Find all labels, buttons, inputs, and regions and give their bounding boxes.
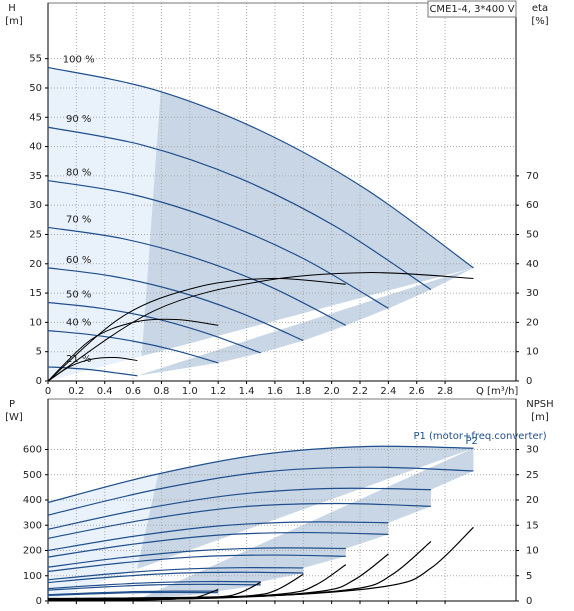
x-tick-label: 1.0 [182,386,198,397]
primary-curve [47,547,346,568]
y-tick-label: 35 [29,171,42,182]
x-tick-label: 2.4 [380,386,396,397]
curve-label: 50 % [66,289,91,300]
primary-curve [47,366,138,377]
curve-label: P2 [465,436,477,447]
y-tick-label: 25 [29,229,42,240]
x-tick-label: 0.6 [125,386,141,397]
y-tick-label: 15 [29,288,42,299]
y2-tick-label: 30 [526,288,539,299]
secondary-curve [47,356,138,382]
primary-curve [47,591,219,597]
primary-curve [47,583,261,591]
y-tick-label: 0 [36,596,42,607]
y-unit: [W] [5,412,23,423]
y2-tick-label: 0 [526,376,532,387]
y-tick-label: 50 [29,83,42,94]
y2-tick-label: 15 [526,520,539,531]
x-label: Q [m³/h] [476,386,518,397]
y-label: P [9,399,15,410]
curve-label: P1 (motor+freq.converter) [413,431,546,442]
x-tick-label: 2.6 [409,386,425,397]
x-tick-label: 0 [45,386,51,397]
y2-tick-label: 60 [526,200,539,211]
primary-curve [47,126,432,291]
y-tick-label: 300 [23,520,42,531]
curve-label: 70 % [66,214,91,225]
y2-tick-label: 5 [526,571,532,582]
y-tick-label: 200 [23,546,42,557]
y-unit: [m] [5,16,23,27]
y-tick-label: 30 [29,200,42,211]
y2-tick-label: 10 [526,546,539,557]
y2-tick-label: 10 [526,347,539,358]
x-tick-label: 1.8 [295,386,311,397]
x-tick-label: 2.2 [352,386,368,397]
y2-unit: [m] [531,412,549,423]
y-tick-label: 20 [29,259,42,270]
x-tick-label: 0.4 [97,386,113,397]
y2-label: eta [532,3,548,14]
y-tick-label: 5 [36,347,42,358]
x-tick-label: 2.0 [324,386,340,397]
primary-curve [47,590,219,596]
y-tick-label: 0 [36,376,42,387]
secondary-curve [47,272,474,382]
y2-tick-label: 40 [526,259,539,270]
x-tick-label: 0.8 [154,386,170,397]
x-tick-label: 0.2 [68,386,84,397]
primary-curve [47,580,261,590]
primary-curve [47,521,389,552]
primary-curve [47,554,346,573]
primary-curve [47,301,261,354]
secondary-curve [47,318,219,382]
y2-tick-label: 0 [526,596,532,607]
primary-curve [47,466,474,516]
range-dark [130,446,474,601]
y2-tick-label: 30 [526,445,539,456]
primary-curve [47,226,347,326]
y-tick-label: 55 [29,54,42,65]
curve-label: 40 % [66,318,91,329]
y-label: H [8,3,16,14]
primary-curve [47,330,219,364]
curve-label: 100 % [63,54,95,65]
y-tick-label: 40 [29,142,42,153]
primary-curve [47,502,431,539]
secondary-curve [47,588,219,602]
y2-tick-label: 50 [526,229,539,240]
x-tick-label: 1.6 [267,386,283,397]
y-tick-label: 45 [29,112,42,123]
x-tick-label: 1.2 [210,386,226,397]
primary-curve [47,66,474,269]
curve-label: 80 % [66,168,91,179]
primary-curve [47,571,304,584]
primary-curve [47,267,304,342]
y2-tick-label: 70 [526,171,539,182]
y-tick-label: 100 [23,571,42,582]
curve-label: 60 % [66,255,91,266]
curve-label: 90 % [66,114,91,125]
y-tick-label: 10 [29,317,42,328]
primary-curve [47,445,474,504]
primary-curve [47,487,431,530]
primary-curve [47,566,304,581]
legend-frame [427,0,517,18]
y2-tick-label: 20 [526,317,539,328]
legend-text: CME1-4, 3*400 V [429,4,514,15]
range-dark [140,67,474,381]
y-tick-label: 600 [23,445,42,456]
x-tick-label: 2.8 [437,386,453,397]
primary-curve [47,531,389,558]
y2-tick-label: 25 [526,470,539,481]
y2-label: NPSH [526,399,553,410]
legend-box: CME1-4, 3*400 V [427,0,517,18]
y2-unit: [%] [531,16,548,27]
y-tick-label: 400 [23,495,42,506]
x-tick-label: 1.4 [239,386,255,397]
y2-tick-label: 20 [526,495,539,506]
y-tick-label: 500 [23,470,42,481]
secondary-curve [47,277,346,382]
